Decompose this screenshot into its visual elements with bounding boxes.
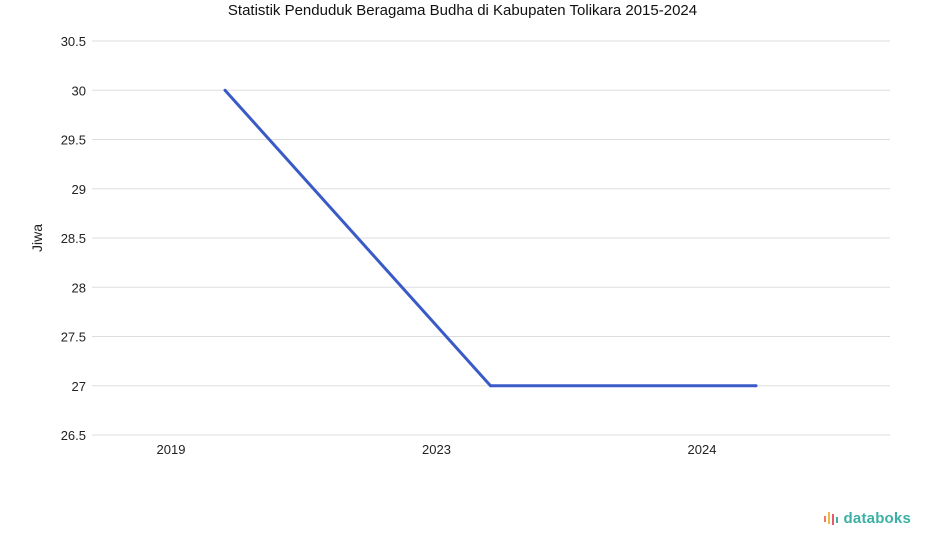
y-tick-label: 27	[72, 379, 86, 394]
x-tick-label: 2023	[422, 442, 451, 457]
x-tick-label: 2019	[157, 442, 186, 457]
y-tick-label: 30	[72, 83, 86, 98]
data-point	[223, 88, 227, 92]
databoks-brand: databoks	[823, 509, 911, 527]
x-tick-label: 2024	[688, 442, 717, 457]
y-tick-label: 29.5	[61, 133, 86, 148]
y-tick-label: 28	[72, 280, 86, 295]
y-tick-label: 29	[72, 182, 86, 197]
y-tick-label: 27.5	[61, 330, 86, 345]
data-point	[754, 384, 758, 388]
databoks-logo-icon	[823, 512, 838, 525]
data-point	[489, 384, 492, 388]
y-tick-label: 30.5	[61, 34, 86, 49]
chart-title: Statistik Penduduk Beragama Budha di Kab…	[227, 2, 698, 19]
y-tick-label: 28.5	[61, 231, 86, 246]
y-tick-label: 26.5	[61, 428, 86, 443]
y-axis-label: Jiwa	[29, 224, 45, 252]
brand-text: databoks	[843, 509, 911, 527]
